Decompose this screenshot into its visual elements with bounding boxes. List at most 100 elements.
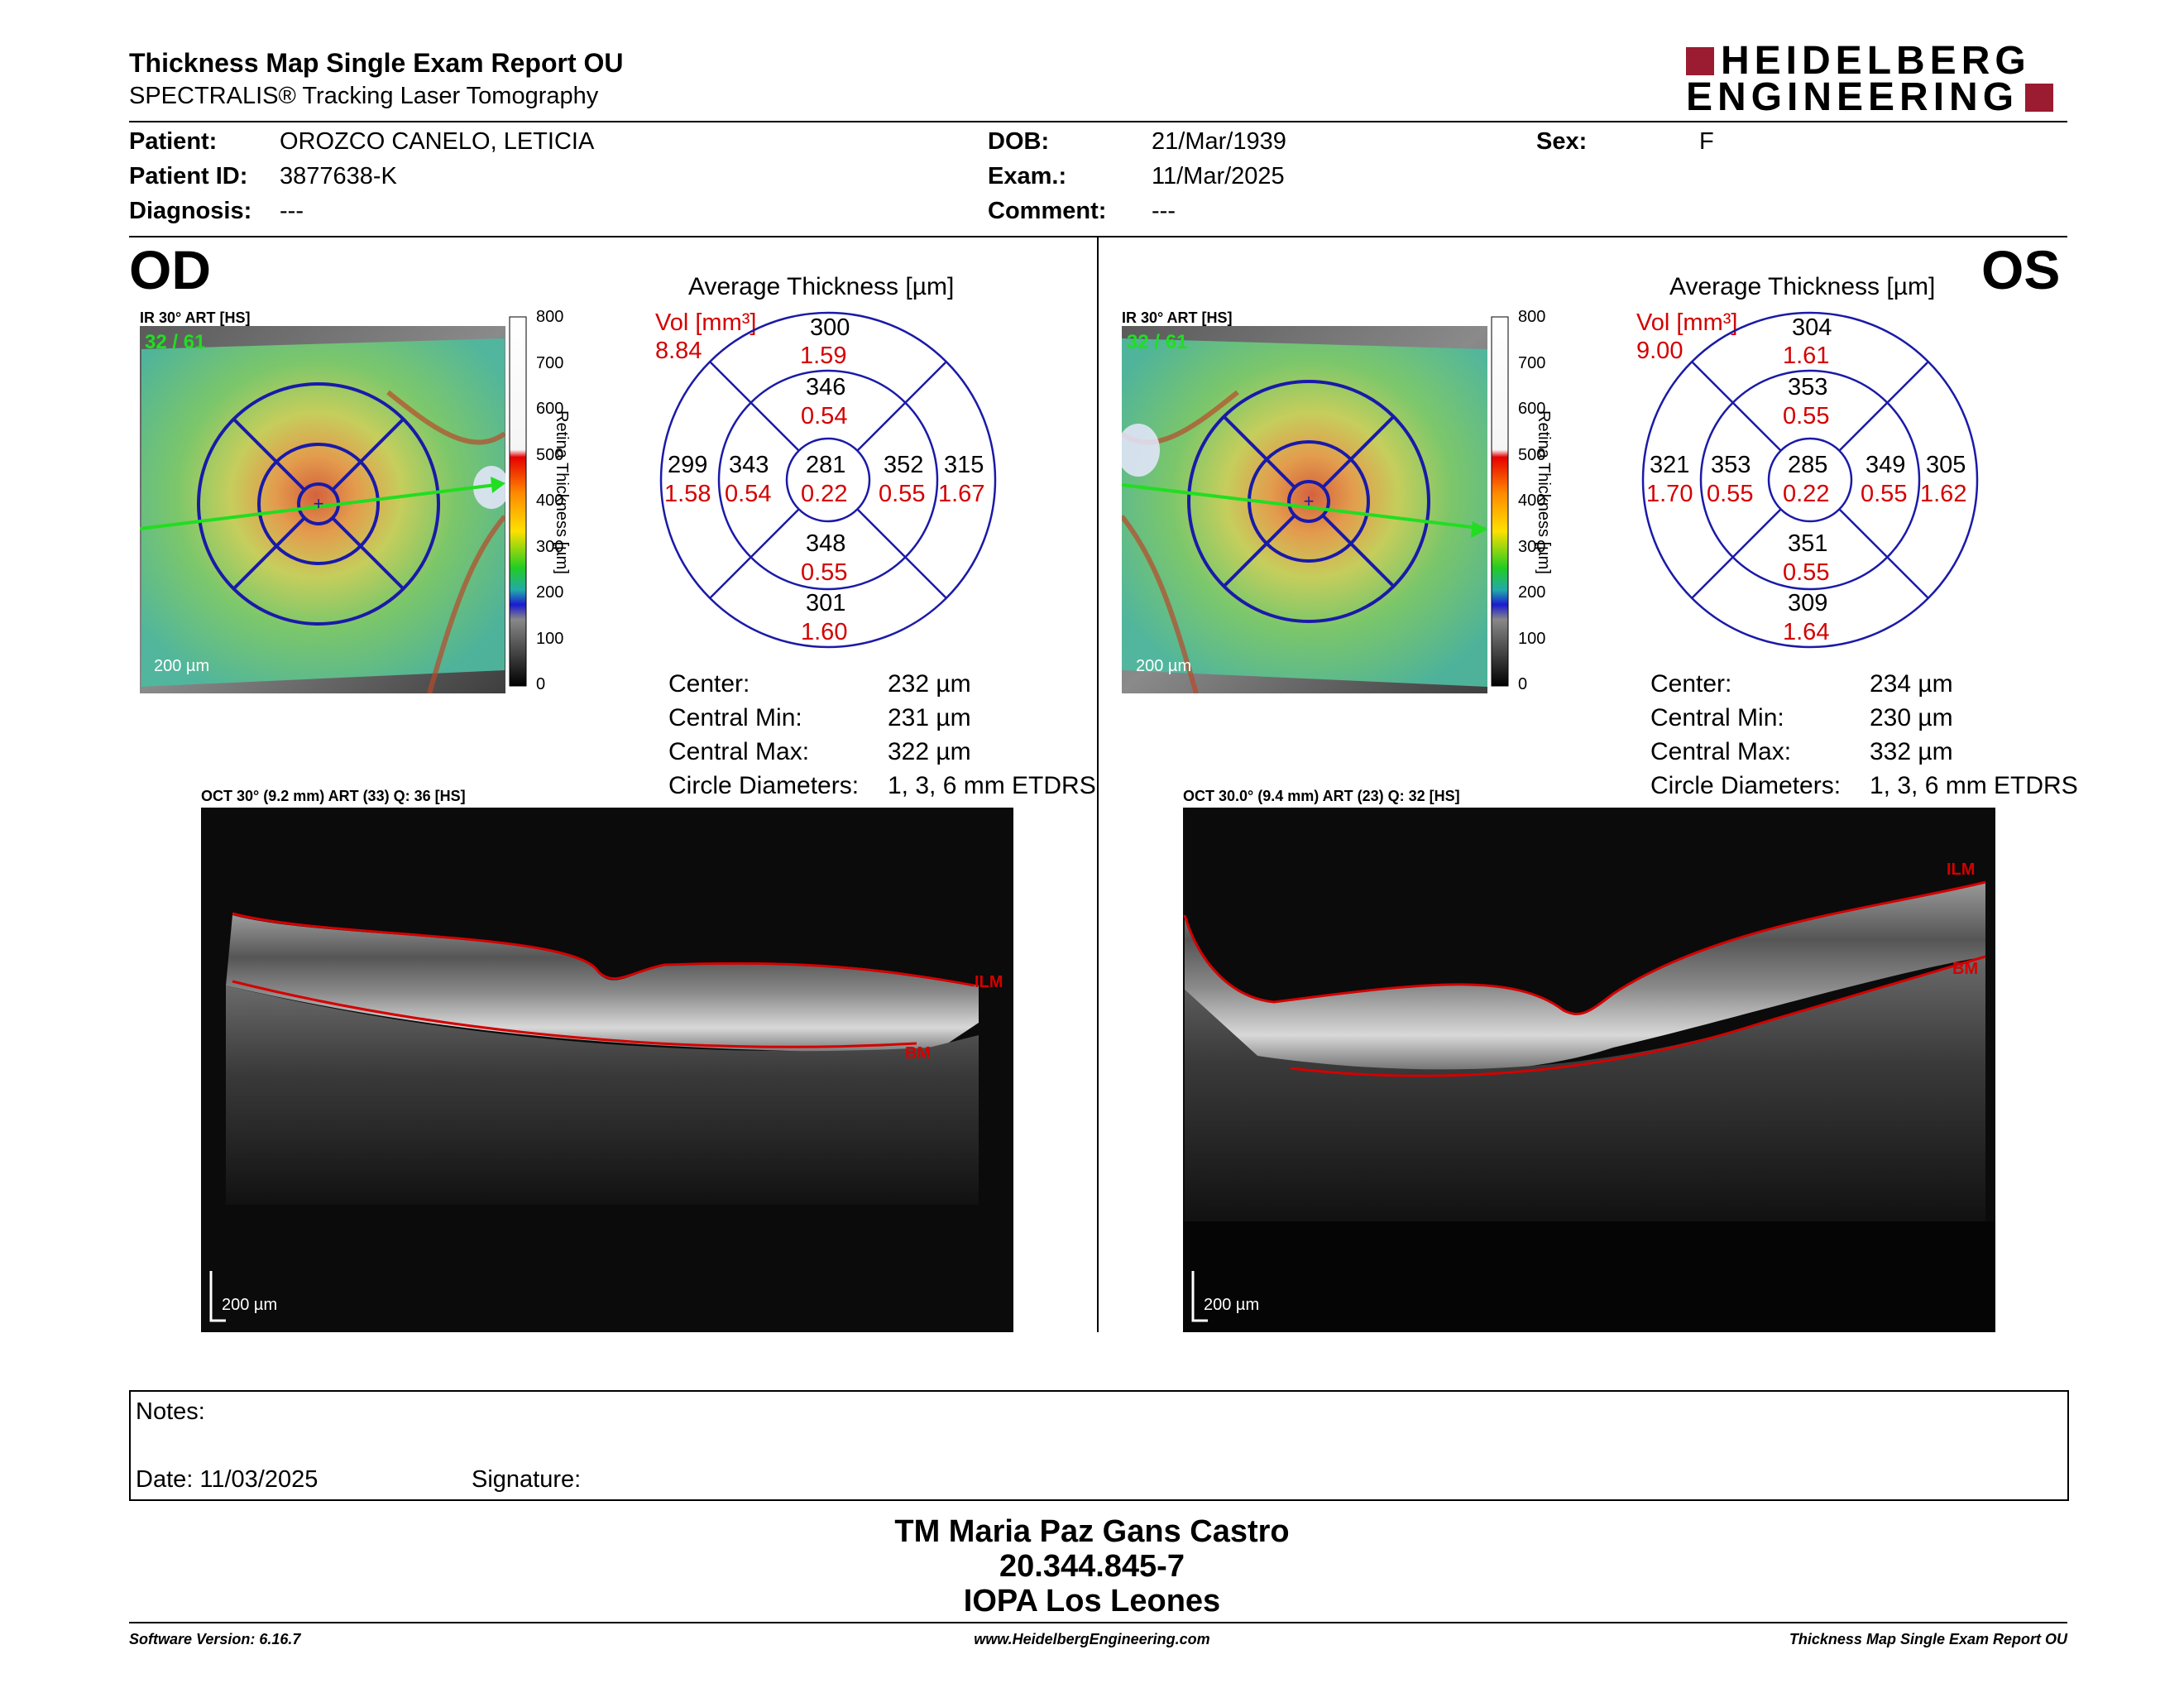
od-outer-bottom-vol: 1.60 [801,619,848,645]
notes-box[interactable]: Notes: Date: 11/03/2025 Signature: [129,1390,2069,1501]
os-thickness-map: + [1122,326,1487,693]
od-max-value: 322 µm [888,738,971,765]
os-inner-right-vol: 0.55 [1861,481,1908,507]
od-min-label: Central Min: [668,704,802,731]
od-inner-top-vol: 0.54 [801,403,848,429]
od-colorbar-tick: 0 [536,675,546,693]
os-colorbar-tick: 300 [1518,538,1546,556]
os-inner-left-vol: 0.55 [1707,481,1754,507]
od-inner-bottom-vol: 0.55 [801,559,848,586]
os-colorbar-tick: 800 [1518,308,1546,326]
os-inner-right: 349 [1866,452,1906,478]
od-ilm-line [232,912,975,987]
os-ir-quality: 32 / 61 [1127,331,1188,353]
os-oct-scale: 200 µm [1204,1296,1260,1314]
exam-date: 11/Mar/2025 [1152,163,1285,189]
comment-value: --- [1152,198,1176,224]
eye-label-od: OD [129,239,211,300]
os-max-value: 332 µm [1870,738,1953,765]
svg-text:+: + [1304,491,1315,511]
os-etdrs-overlay [1187,380,1430,623]
os-min-label: Central Min: [1650,704,1784,731]
comment-label: Comment: [988,198,1107,224]
signature-label: Signature: [472,1466,582,1493]
od-diam-value: 1, 3, 6 mm ETDRS [888,772,1096,799]
os-center-vol: 0.22 [1783,481,1830,507]
sex-value: F [1699,128,1714,155]
os-ir-scale: 200 µm [1136,657,1192,675]
os-etdrs-grid [1641,311,1979,649]
os-vol-total: 9.00 [1636,338,1684,364]
os-outer-top: 304 [1792,314,1832,341]
od-ir-caption: IR 30° ART [HS] [140,309,251,326]
svg-text:+: + [314,493,324,514]
od-oct-scale: 200 µm [222,1296,278,1314]
od-thickness-map: + [140,326,505,693]
os-colorbar-tick: 100 [1518,630,1546,648]
os-diam-label: Circle Diameters: [1650,772,1842,799]
od-vol-label: Vol [mm³] [655,309,757,336]
software-version: Software Version: 6.16.7 [129,1631,301,1647]
os-colorbar-label: Retina Thickness [µm] [1535,410,1553,574]
od-ilm-label: ILM [975,973,1003,991]
os-outer-left: 321 [1650,452,1690,478]
os-ilm-label: ILM [1947,861,1976,879]
od-center: 281 [806,452,846,478]
od-center-vol: 0.22 [801,481,848,507]
sex-label: Sex: [1536,128,1588,155]
os-colorbar-tick: 400 [1518,492,1546,510]
os-outer-left-vol: 1.70 [1646,481,1693,507]
eye-divider [1097,237,1099,1332]
os-scan-line [1122,483,1487,530]
notes-label: Notes: [136,1398,205,1425]
od-max-label: Central Max: [668,738,810,765]
os-ilm-line [1183,880,1986,1015]
od-vol-total: 8.84 [655,338,702,364]
signer-id: 20.344.845-7 [999,1549,1185,1584]
od-outer-bottom: 301 [806,590,846,616]
dob-label: DOB: [988,128,1050,155]
os-outer-right: 305 [1926,452,1966,478]
od-oct-scan [201,808,1013,1332]
od-etdrs-grid [659,311,997,649]
od-inner-bottom: 348 [806,530,846,557]
od-colorbar-tick: 800 [536,308,564,326]
os-max-label: Central Max: [1650,738,1792,765]
od-bm-line [232,980,917,1048]
od-scan-line [140,483,496,530]
os-center-value: 234 µm [1870,670,1953,698]
od-colorbar-tick: 500 [536,446,564,464]
od-outer-left: 299 [668,452,708,478]
website-link[interactable]: www.HeidelbergEngineering.com [974,1631,1210,1647]
os-bm-line [1290,955,1986,1077]
od-ir-scale: 200 µm [154,657,210,675]
od-ir-quality: 32 / 61 [145,331,206,353]
header-divider [129,121,2067,122]
heidelberg-logo: HEIDELBERG ENGINEERING [1686,41,2054,117]
od-inner-top: 346 [806,374,846,400]
patient-id-label: Patient ID: [129,163,248,189]
od-outer-top-vol: 1.59 [800,343,847,369]
footer-report-name: Thickness Map Single Exam Report OU [1789,1631,2067,1647]
od-min-value: 231 µm [888,704,971,731]
od-center-value: 232 µm [888,670,971,698]
od-colorbar-label: Retina Thickness [µm] [553,410,571,574]
signer-name: TM Maria Paz Gans Castro [894,1514,1290,1549]
logo-square-icon [1686,47,1714,75]
os-colorbar-tick: 600 [1518,400,1546,418]
od-diam-label: Circle Diameters: [668,772,860,799]
patient-label: Patient: [129,128,218,155]
report-subtitle: SPECTRALIS® Tracking Laser Tomography [129,83,599,109]
os-colorbar-tick: 200 [1518,583,1546,602]
os-center: 285 [1788,452,1828,478]
od-bm-label: BM [905,1044,932,1062]
od-colorbar-tick: 100 [536,630,564,648]
os-inner-left: 353 [1711,452,1751,478]
os-ir-caption: IR 30° ART [HS] [1122,309,1233,326]
os-colorbar-tick: 700 [1518,354,1546,372]
eye-label-os: OS [1981,239,2061,300]
od-inner-right: 352 [884,452,924,478]
od-outer-top: 300 [810,314,850,341]
os-colorbar-tick: 0 [1518,675,1528,693]
diagnosis-value: --- [280,198,304,224]
